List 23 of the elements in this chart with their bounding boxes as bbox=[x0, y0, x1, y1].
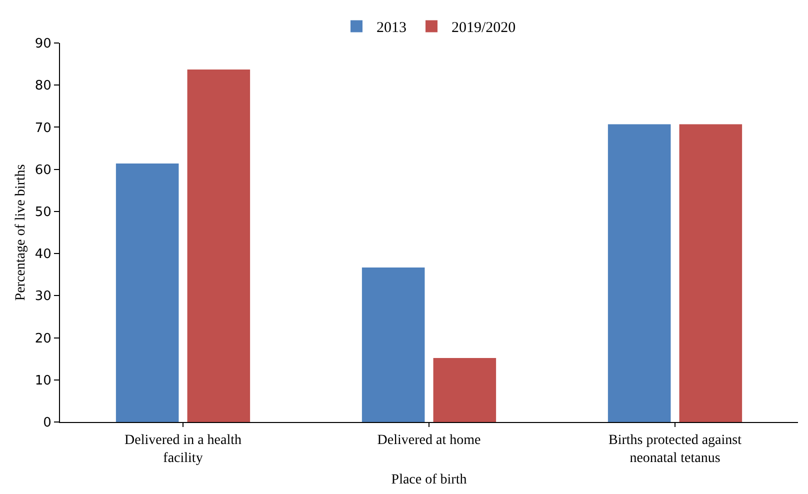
y-tick-label: 90 bbox=[34, 36, 52, 52]
y-tick-label: 20 bbox=[34, 331, 52, 346]
x-axis-title: Place of birth bbox=[391, 472, 467, 488]
y-tick-label: 30 bbox=[34, 289, 52, 304]
bar bbox=[116, 163, 179, 422]
y-tick-label: 60 bbox=[34, 162, 52, 178]
x-tick-label: Delivered in a health facility bbox=[124, 432, 242, 466]
y-axis-title: Percentage of live births bbox=[13, 164, 28, 301]
y-tick-label: 50 bbox=[34, 204, 52, 220]
bar bbox=[187, 70, 250, 422]
x-tick-label: Births protected against neonatal tetanus bbox=[608, 432, 742, 466]
y-tick-label: 10 bbox=[34, 373, 52, 388]
bar bbox=[679, 124, 742, 422]
y-tick-label: 40 bbox=[34, 247, 52, 262]
bar bbox=[362, 267, 425, 422]
bar bbox=[608, 124, 671, 422]
x-tick-label: Delivered at home bbox=[377, 432, 481, 448]
y-tick-label: 70 bbox=[34, 120, 52, 136]
bar bbox=[433, 358, 496, 422]
y-tick-label: 80 bbox=[34, 78, 52, 94]
legend-label: 2019/2020 bbox=[452, 20, 516, 36]
y-tick-label: 0 bbox=[43, 416, 52, 431]
legend-label: 2013 bbox=[376, 20, 406, 36]
